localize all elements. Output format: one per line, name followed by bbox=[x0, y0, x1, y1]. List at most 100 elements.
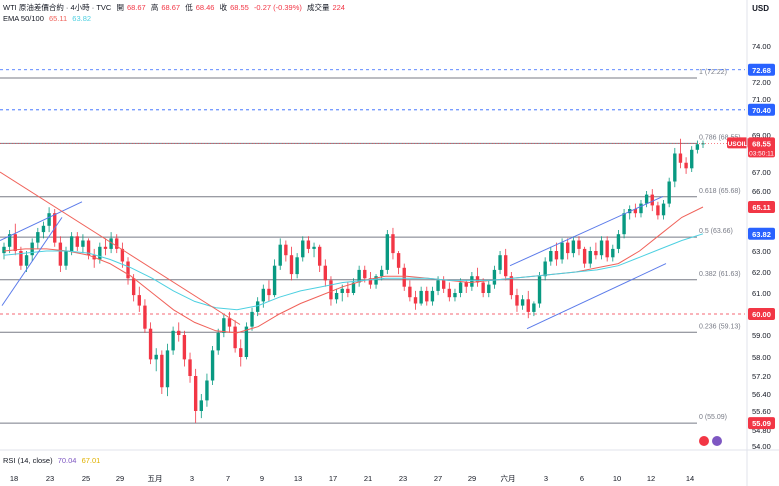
candle bbox=[312, 242, 316, 258]
price-tag-text: 72.68 bbox=[752, 66, 771, 75]
candle-body bbox=[560, 242, 564, 260]
candle-body bbox=[543, 261, 547, 277]
candle-body bbox=[24, 255, 29, 266]
candle bbox=[690, 146, 694, 172]
candle bbox=[644, 191, 649, 208]
candle bbox=[306, 236, 311, 254]
candle-body bbox=[334, 293, 339, 300]
price-tag: 63.82 bbox=[748, 227, 775, 240]
x-tick-label: 18 bbox=[10, 474, 18, 483]
candle-body bbox=[442, 280, 446, 289]
symbol-tag-bg bbox=[727, 137, 748, 149]
candle bbox=[498, 251, 502, 275]
y-tick-label: 62.00 bbox=[752, 268, 771, 277]
y-tick-label: 55.60 bbox=[752, 407, 771, 416]
fib-level-label: 0.618 (65.68) bbox=[699, 188, 741, 195]
candle-body bbox=[554, 251, 559, 260]
price-tag: 60.00 bbox=[748, 308, 775, 320]
price-tag: 70.40 bbox=[748, 103, 775, 116]
chart-header: WTI 原油差價合約 · 4小時 · TVC 開 68.67 高 68.67 低 68… bbox=[3, 3, 348, 13]
candle-body bbox=[295, 257, 299, 275]
candle-body bbox=[678, 153, 683, 163]
candle bbox=[171, 326, 175, 355]
candle-body bbox=[611, 248, 615, 258]
candle-body bbox=[532, 303, 536, 312]
candle-body bbox=[216, 332, 220, 351]
ema50-value: 65.11 bbox=[48, 14, 68, 23]
candle bbox=[577, 236, 581, 256]
low-label: 低 bbox=[185, 3, 193, 12]
candle-body bbox=[436, 280, 440, 291]
candle bbox=[520, 295, 525, 310]
candle-body bbox=[7, 234, 12, 247]
candle-body bbox=[340, 288, 344, 293]
y-tick-label: 69.00 bbox=[752, 131, 771, 140]
rsi-legend[interactable]: RSI (14, close) 70.04 67.01 bbox=[3, 456, 103, 466]
candle bbox=[86, 238, 91, 260]
candle bbox=[611, 244, 615, 262]
candle bbox=[673, 147, 677, 188]
candle-body bbox=[571, 240, 576, 254]
candle-body bbox=[233, 326, 237, 349]
candle-body bbox=[413, 297, 418, 304]
candle-body bbox=[312, 246, 316, 249]
fib-level-label: 0.236 (59.13) bbox=[699, 323, 741, 330]
fib-level-label: 0.5 (63.66) bbox=[699, 228, 733, 235]
price-tag-bg bbox=[748, 63, 775, 76]
candle bbox=[639, 200, 643, 218]
x-tick-label: 25 bbox=[82, 474, 90, 483]
candle-body bbox=[385, 234, 390, 270]
candle-body bbox=[487, 284, 491, 293]
candle-body bbox=[323, 265, 328, 281]
x-tick-label: 14 bbox=[686, 474, 694, 483]
candle bbox=[661, 200, 666, 220]
candle-body bbox=[690, 149, 694, 169]
price-tag: 55.09 bbox=[748, 417, 775, 430]
candle bbox=[599, 236, 604, 260]
fib-level-label: 0.382 (61.63) bbox=[699, 271, 741, 278]
candle bbox=[301, 236, 305, 262]
candle bbox=[244, 322, 249, 360]
candle-body bbox=[126, 261, 130, 279]
fib-level-label: 0.786 (68.55) bbox=[699, 134, 741, 141]
candle-body bbox=[227, 318, 232, 327]
candle-body bbox=[379, 269, 384, 277]
x-tick-label: 12 bbox=[647, 474, 655, 483]
trend-line bbox=[0, 201, 83, 241]
candle-body bbox=[509, 276, 514, 296]
candle bbox=[278, 238, 282, 270]
y-tick-label: 74.00 bbox=[752, 42, 771, 51]
candle-body bbox=[284, 244, 288, 256]
candle bbox=[289, 246, 294, 281]
candle-body bbox=[363, 269, 367, 279]
open-value: 68.67 bbox=[126, 3, 146, 12]
currency-label[interactable]: USD bbox=[752, 4, 769, 13]
candle-body bbox=[2, 246, 6, 254]
candle-body bbox=[346, 288, 350, 293]
candle-body bbox=[402, 267, 406, 287]
volume-value: 224 bbox=[332, 3, 345, 12]
candle-body bbox=[41, 225, 46, 233]
candle bbox=[115, 234, 119, 254]
fib-level-label: 0 (55.09) bbox=[699, 414, 727, 421]
candle-body bbox=[464, 282, 468, 287]
candle-body bbox=[396, 253, 401, 268]
candle-body bbox=[64, 251, 68, 266]
symbol-title[interactable]: WTI 原油差價合約 · 4小時 · TVC bbox=[3, 3, 112, 12]
candle bbox=[368, 272, 373, 289]
volume-label: 成交量 bbox=[306, 3, 330, 12]
candle bbox=[447, 282, 452, 302]
candle bbox=[154, 348, 158, 372]
candle bbox=[233, 320, 237, 353]
candle bbox=[81, 234, 85, 254]
candle bbox=[334, 288, 339, 304]
x-tick-label: 10 bbox=[613, 474, 621, 483]
ema-legend[interactable]: EMA 50/100 65.11 63.82 bbox=[3, 14, 94, 24]
candle bbox=[357, 265, 361, 287]
candle bbox=[605, 236, 609, 262]
candle-body bbox=[549, 251, 553, 262]
y-tick-label: 66.00 bbox=[752, 187, 771, 196]
close-label: 收 bbox=[219, 3, 228, 12]
channel-lower-line bbox=[526, 263, 667, 330]
